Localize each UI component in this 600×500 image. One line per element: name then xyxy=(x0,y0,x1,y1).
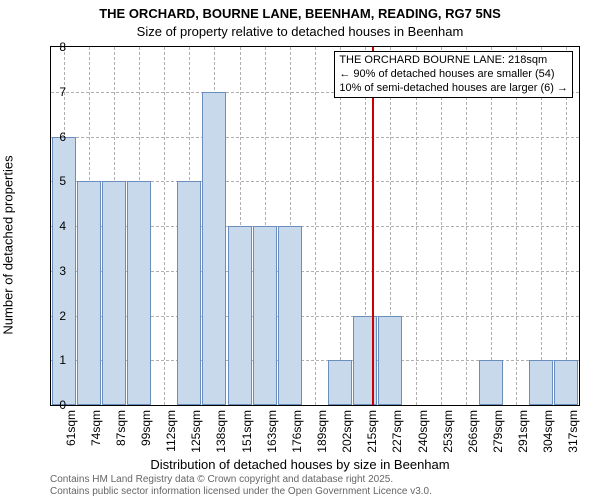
attribution-line: Contains public sector information licen… xyxy=(50,486,432,498)
x-tick-label: 189sqm xyxy=(315,410,329,453)
x-tick-label: 87sqm xyxy=(114,410,128,446)
y-tick-label: 6 xyxy=(46,130,66,144)
gridline-vertical xyxy=(541,47,542,405)
y-axis-label: Number of detached properties xyxy=(1,155,16,334)
bar xyxy=(77,181,101,405)
bar xyxy=(102,181,126,405)
gridline-vertical xyxy=(315,47,316,405)
chart-title: THE ORCHARD, BOURNE LANE, BEENHAM, READI… xyxy=(0,6,600,21)
x-tick-label: 253sqm xyxy=(441,410,455,453)
bar xyxy=(328,360,352,405)
bar xyxy=(479,360,503,405)
annotation-line: ← 90% of detached houses are smaller (54… xyxy=(339,68,568,82)
x-tick-label: 240sqm xyxy=(416,410,430,453)
plot-area: THE ORCHARD BOURNE LANE: 218sqm ← 90% of… xyxy=(50,46,580,406)
y-tick-label: 2 xyxy=(46,309,66,323)
x-axis-label: Distribution of detached houses by size … xyxy=(0,457,600,472)
y-tick-label: 5 xyxy=(46,174,66,188)
bar xyxy=(554,360,578,405)
chart-subtitle: Size of property relative to detached ho… xyxy=(0,24,600,39)
bar xyxy=(278,226,302,405)
x-tick-label: 151sqm xyxy=(240,410,254,453)
gridline-vertical xyxy=(566,47,567,405)
x-tick-label: 125sqm xyxy=(189,410,203,453)
x-tick-label: 163sqm xyxy=(265,410,279,453)
x-tick-label: 266sqm xyxy=(466,410,480,453)
x-tick-label: 317sqm xyxy=(566,410,580,453)
chart-container: THE ORCHARD, BOURNE LANE, BEENHAM, READI… xyxy=(0,0,600,500)
x-tick-label: 112sqm xyxy=(164,410,178,452)
gridline-vertical xyxy=(516,47,517,405)
x-tick-label: 291sqm xyxy=(516,410,530,453)
gridline-vertical xyxy=(340,47,341,405)
x-tick-label: 61sqm xyxy=(64,410,78,446)
y-tick-label: 7 xyxy=(46,85,66,99)
x-tick-label: 304sqm xyxy=(541,410,555,453)
bar xyxy=(177,181,201,405)
x-tick-label: 279sqm xyxy=(491,410,505,453)
y-tick-label: 3 xyxy=(46,264,66,278)
annotation-line: THE ORCHARD BOURNE LANE: 218sqm xyxy=(339,54,568,68)
y-tick-label: 8 xyxy=(46,40,66,54)
attribution-text: Contains HM Land Registry data © Crown c… xyxy=(50,474,432,498)
bar xyxy=(378,316,402,406)
y-tick-label: 4 xyxy=(46,219,66,233)
bar xyxy=(529,360,553,405)
gridline-vertical xyxy=(416,47,417,405)
x-tick-label: 202sqm xyxy=(340,410,354,453)
bar xyxy=(127,181,151,405)
annotation-box: THE ORCHARD BOURNE LANE: 218sqm ← 90% of… xyxy=(334,51,573,98)
x-tick-label: 138sqm xyxy=(214,410,228,453)
bar xyxy=(202,92,226,405)
y-tick-label: 1 xyxy=(46,353,66,367)
x-tick-label: 74sqm xyxy=(89,410,103,446)
bar xyxy=(228,226,252,405)
gridline-vertical xyxy=(164,47,165,405)
x-tick-label: 215sqm xyxy=(365,410,379,453)
bar xyxy=(253,226,277,405)
gridline-vertical xyxy=(491,47,492,405)
gridline-vertical xyxy=(441,47,442,405)
x-tick-label: 227sqm xyxy=(390,410,404,453)
marker-line xyxy=(372,47,374,405)
annotation-line: 10% of semi-detached houses are larger (… xyxy=(339,82,568,96)
x-tick-label: 176sqm xyxy=(290,410,304,453)
x-tick-label: 99sqm xyxy=(139,410,153,446)
gridline-vertical xyxy=(466,47,467,405)
y-tick-label: 0 xyxy=(46,398,66,412)
attribution-line: Contains HM Land Registry data © Crown c… xyxy=(50,474,432,486)
